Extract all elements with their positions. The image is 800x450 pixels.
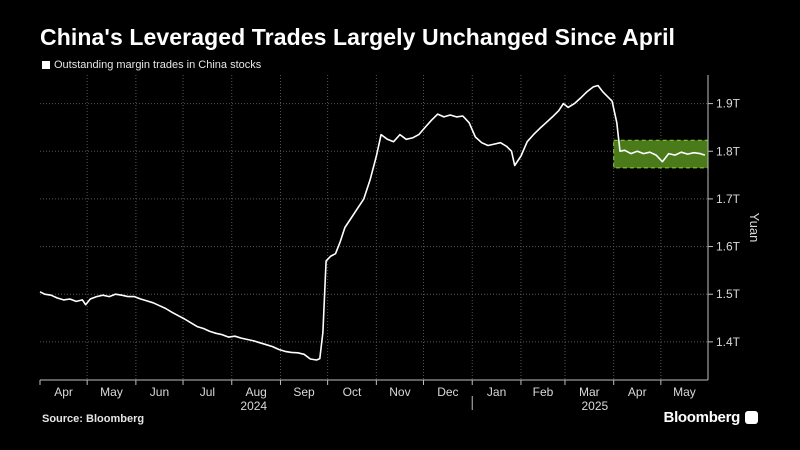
x-tick-label: Dec [437,385,458,399]
x-tick-label: Mar [579,385,600,399]
x-tick-label: Jul [200,385,215,399]
y-tick-label: 1.8T [716,144,741,158]
x-tick-label: Apr [628,385,647,399]
source-note: Source: Bloomberg [42,413,145,425]
grid-lines [40,75,708,380]
brand-name: Bloomberg [663,409,741,426]
x-tick-label: Aug [245,385,266,399]
y-tick-label: 1.5T [716,287,741,301]
x-tick-label: Feb [533,385,554,399]
y-tick-label: 1.7T [716,192,741,206]
x-tick-label: Jun [150,385,169,399]
x-tick-label: Nov [389,385,410,399]
x-tick-label: Oct [343,385,362,399]
legend-label: Outstanding margin trades in China stock… [54,59,262,71]
y-tick-label: 1.4T [716,335,741,349]
x-tick-label: Jan [487,385,506,399]
y-tick-labels: 1.4T 1.5T 1.6T 1.7T 1.8T 1.9T [716,97,741,349]
y-tick-label: 1.9T [716,97,741,111]
x-tick-label: Apr [54,385,73,399]
highlight-box [613,139,709,169]
year-label: 2024 [240,399,267,413]
brand-mark-icon [745,411,758,424]
x-tick-label: May [100,385,123,399]
x-tick-label: May [673,385,696,399]
y-axis-label: Yuan [747,213,762,243]
chart-title: China's Leveraged Trades Largely Unchang… [40,24,676,50]
legend-swatch [42,61,50,69]
y-tick-label: 1.6T [716,240,741,254]
brand-logo: Bloomberg [664,409,758,426]
year-label: 2025 [581,399,608,413]
x-tick-label: Sep [293,385,315,399]
x-tick-labels: Apr May Jun Jul Aug Sep Oct Nov Dec Jan Feb Mar Apr M… [54,385,696,413]
series-line [39,84,706,361]
axes [39,75,713,410]
legend: Outstanding margin trades in China stock… [42,59,261,71]
